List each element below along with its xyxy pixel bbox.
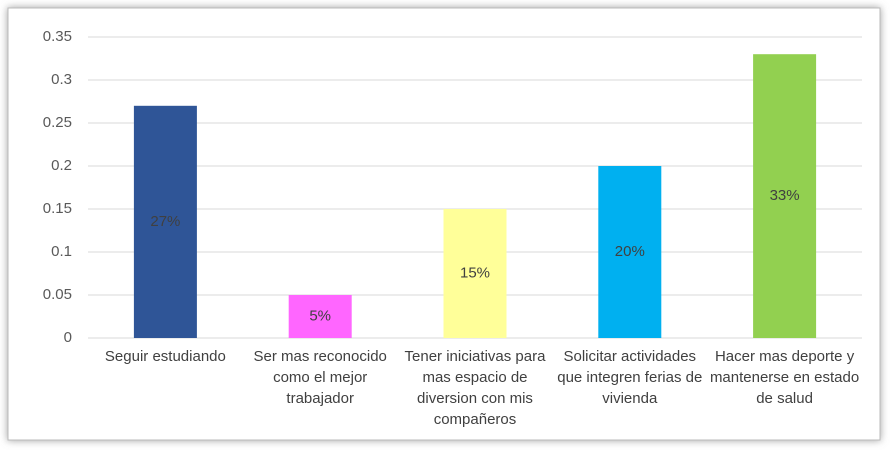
value-label: 27% xyxy=(150,213,180,230)
y-tick-label: 0.1 xyxy=(51,243,72,260)
x-tick-label: Hacer mas deporte y mantenerse en estado… xyxy=(709,348,860,407)
bar xyxy=(443,209,507,338)
x-tick-label-box: Seguir estudiando xyxy=(104,348,226,365)
value-label: 20% xyxy=(615,243,645,260)
y-tick-label: 0.25 xyxy=(43,114,72,131)
value-label: 15% xyxy=(460,264,490,281)
x-tick-label-box: Ser mas reconocido como el mejor trabaja… xyxy=(253,348,387,407)
y-tick-label: 0 xyxy=(64,329,72,346)
y-tick-label: 0.2 xyxy=(51,157,72,174)
bar xyxy=(753,54,817,338)
bar xyxy=(598,166,662,338)
x-tick-label: Tener iniciativas para mas espacio de di… xyxy=(404,348,546,428)
bar xyxy=(288,295,352,338)
y-tick-label: 0.35 xyxy=(43,28,72,45)
y-tick-label: 0.05 xyxy=(43,286,72,303)
y-tick-label: 0.3 xyxy=(51,71,72,88)
x-tick-label: Solicitar actividades que integren feria… xyxy=(557,348,703,407)
value-label: 5% xyxy=(309,307,331,324)
x-tick-label-box: Tener iniciativas para mas espacio de di… xyxy=(404,348,546,428)
x-tick-label: Seguir estudiando xyxy=(104,348,226,365)
value-label: 33% xyxy=(770,187,800,204)
x-tick-label-box: Solicitar actividades que integren feria… xyxy=(557,348,703,407)
x-tick-label: Ser mas reconocido como el mejor trabaja… xyxy=(253,348,387,407)
bar xyxy=(133,105,197,338)
y-tick-label: 0.15 xyxy=(43,200,72,217)
x-tick-label-box: Hacer mas deporte y mantenerse en estado… xyxy=(709,348,860,407)
